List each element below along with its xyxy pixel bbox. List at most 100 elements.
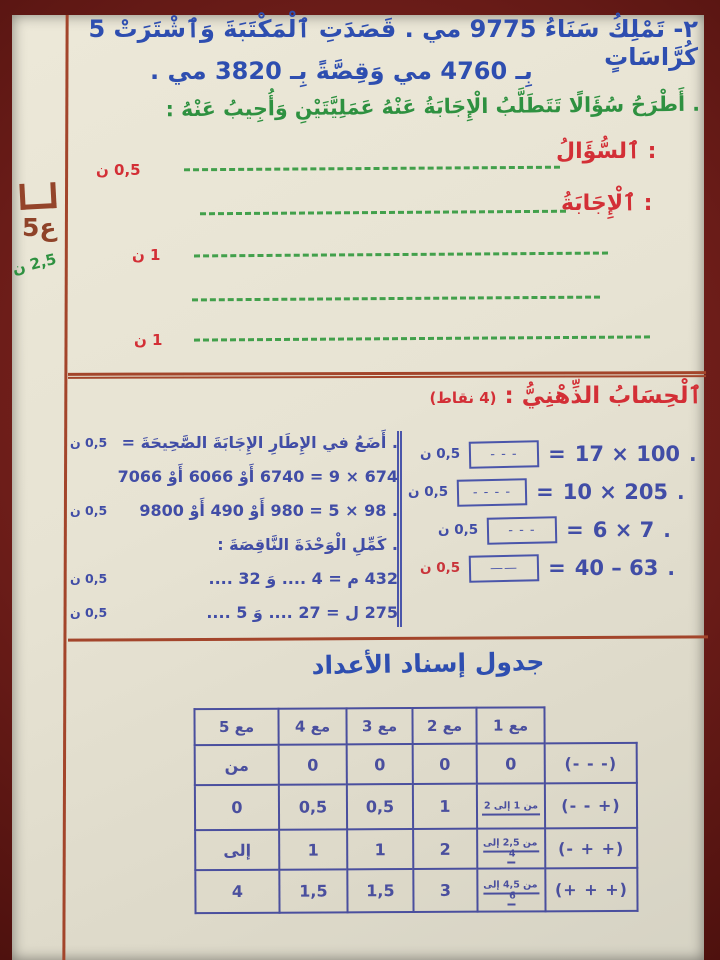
header-cell: مع 1 bbox=[476, 707, 545, 744]
score-cell: 0 bbox=[346, 744, 413, 785]
row-label-text: (- - -) bbox=[564, 753, 618, 773]
margin-total-score: ع5 bbox=[22, 213, 57, 242]
row-label-text: (- - +) bbox=[561, 795, 621, 816]
mental-exercise-line: 432 م = 4 .... وَ 32 .... 0,5 ن bbox=[70, 565, 398, 592]
worksheet-paper: ع5 2,5 ن ٢- تَمْلِكُ سَنَاءُ 9775 مي . ق… bbox=[10, 14, 709, 960]
mental-equation-row: 0,5 ن - - - = 17 × 100 . bbox=[408, 435, 708, 473]
row-label-cell: (+ + +) bbox=[545, 867, 638, 912]
answer-score-mark-2: 1 ن bbox=[134, 331, 163, 349]
mental-exercise-line: . أَضَعُ في الإِطَارِ الإِجَابَةَ الصَّح… bbox=[70, 429, 398, 456]
answer-dashed-line bbox=[191, 295, 601, 302]
item-bullet: . bbox=[663, 518, 671, 542]
row-label-text: (- + +) bbox=[558, 838, 625, 858]
exercise-line-text: . 98 × 5 = 980 أَوْ 490 أَوْ 9800 bbox=[139, 501, 398, 520]
equals-sign: = bbox=[536, 480, 554, 504]
item-bullet: . bbox=[667, 556, 675, 580]
equation-expression: 10 × 205 bbox=[562, 480, 669, 504]
mental-exercise-line: 674 × 9 = 6740 أَوْ 6066 أَوْ 7066 bbox=[70, 463, 398, 490]
score-cell: من bbox=[194, 744, 279, 786]
score-range-text: من 1 إلى 2 bbox=[481, 800, 541, 816]
exercise-line-text: . أَضَعُ في الإِطَارِ الإِجَابَةَ الصَّح… bbox=[121, 433, 398, 452]
row-label-text: (+ + +) bbox=[554, 879, 628, 900]
score-range-cell: من 2,5 إلى 4 bbox=[477, 828, 546, 869]
table-row: (- - -) 0 0 0 0 من bbox=[194, 742, 637, 786]
score-cell: 0,5 bbox=[278, 784, 348, 830]
equation-score-mark: 0,5 ن bbox=[438, 522, 479, 538]
equals-sign: = bbox=[566, 518, 584, 542]
assignment-table: مع 1 مع 2 مع 3 مع 4 مع 5 (- - -) 0 0 0 0… bbox=[194, 707, 638, 914]
equation-score-mark: 0,5 ن bbox=[408, 484, 449, 500]
answer-frame-box: —— bbox=[468, 553, 540, 583]
score-cell: 0 bbox=[476, 743, 545, 784]
equation-expression: 6 × 7 bbox=[592, 518, 655, 542]
answer-dashed-line bbox=[183, 165, 561, 172]
answer-dashed-line bbox=[193, 335, 651, 342]
header-cell: مع 4 bbox=[278, 708, 347, 745]
equation-expression: 40 – 63 bbox=[574, 556, 659, 580]
score-range-cell: من 4,5 إلى 6 bbox=[477, 868, 546, 912]
answer-dashed-line bbox=[193, 251, 609, 258]
equation-score-mark: 0,5 ن bbox=[420, 560, 461, 576]
exercise-statement-line2: بِـ 4760 مي وَقِصَّةً بِـ 3820 مي . bbox=[150, 57, 533, 85]
mental-equation-row: 0,5 ن - - - - = 10 × 205 . bbox=[408, 473, 708, 511]
score-range-text: من 2,5 إلى 4 bbox=[482, 837, 540, 864]
score-cell: 1 bbox=[279, 829, 348, 870]
answer-label: ٱلْإِجَابَةُ : bbox=[561, 191, 653, 216]
score-cell: 1 bbox=[412, 783, 478, 830]
line-score-mark: 0,5 ن bbox=[70, 571, 108, 586]
line-score-mark: 0,5 ن bbox=[70, 435, 108, 450]
section-divider bbox=[67, 635, 709, 642]
answer-frame-box: - - - - bbox=[456, 477, 528, 507]
mental-exercise-line: 275 ل = 27 .... وَ 5 .... 0,5 ن bbox=[70, 599, 398, 626]
column-divider-line bbox=[397, 431, 402, 627]
score-cell: 0 bbox=[278, 744, 347, 785]
exercise-line-text: 275 ل = 27 .... وَ 5 .... bbox=[206, 603, 398, 622]
mental-equation-row: 0,5 ن —— = 40 – 63 . bbox=[408, 549, 708, 587]
row-label-cell: (- - +) bbox=[544, 782, 638, 829]
mental-equations-column: 0,5 ن - - - = 17 × 100 . 0,5 ن - - - - =… bbox=[408, 435, 708, 587]
mental-exercises-column: . أَضَعُ في الإِطَارِ الإِجَابَةَ الصَّح… bbox=[70, 429, 398, 633]
answer-frame-box: - - - bbox=[486, 515, 558, 545]
equation-score-mark: 0,5 ن bbox=[420, 446, 461, 462]
question-score-mark: 0,5 ن bbox=[96, 161, 141, 179]
section-divider bbox=[67, 371, 707, 379]
score-cell: 3 bbox=[413, 868, 478, 913]
score-cell: 1,5 bbox=[279, 869, 348, 913]
table-row: (- + +) من 2,5 إلى 4 2 1 1 إلى bbox=[195, 827, 638, 871]
item-bullet: . bbox=[677, 480, 685, 504]
margin-bracket-mark bbox=[19, 182, 57, 210]
header-empty-cell bbox=[544, 707, 636, 743]
score-cell: 1 bbox=[347, 829, 414, 870]
table-row: (+ + +) من 4,5 إلى 6 3 1,5 1,5 4 bbox=[195, 867, 638, 914]
answer-score-mark-1: 1 ن bbox=[132, 246, 161, 264]
exercise-line-text: . كَمِّلِ الْوَحْدَةَ النَّاقِصَةَ : bbox=[217, 535, 398, 554]
equation-expression: 17 × 100 bbox=[574, 442, 681, 466]
row-label-cell: (- - -) bbox=[544, 742, 637, 784]
question-label: ٱلسُّؤَالُ : bbox=[556, 139, 657, 164]
score-cell: 1,5 bbox=[347, 869, 414, 913]
exercise-instruction: . أَطْرَحُ سُؤَالًا تَتَطَلَّبُ الْإِجَا… bbox=[165, 91, 701, 122]
line-score-mark: 0,5 ن bbox=[70, 503, 108, 518]
row-label-cell: (- + +) bbox=[545, 827, 638, 869]
assignment-table-title: جدول إسناد الأعداد bbox=[311, 646, 545, 681]
mental-arithmetic-title: ٱلْحِسَابُ الذِّهْنِيُّ : (4 نقاط) bbox=[430, 383, 703, 409]
equals-sign: = bbox=[548, 442, 566, 466]
line-score-mark: 0,5 ن bbox=[70, 605, 108, 620]
mental-exercise-line: . 98 × 5 = 980 أَوْ 490 أَوْ 9800 0,5 ن bbox=[70, 497, 398, 524]
exercise-line-text: 674 × 9 = 6740 أَوْ 6066 أَوْ 7066 bbox=[117, 467, 398, 486]
mental-equation-row: 0,5 ن - - - = 6 × 7 . bbox=[408, 511, 708, 549]
margin-ruled-line bbox=[62, 14, 69, 960]
mental-exercise-line: . كَمِّلِ الْوَحْدَةَ النَّاقِصَةَ : bbox=[70, 531, 398, 558]
score-cell: 0 bbox=[412, 743, 477, 785]
score-cell: 0 bbox=[194, 784, 280, 831]
header-cell: مع 2 bbox=[412, 707, 477, 745]
score-cell: 2 bbox=[413, 828, 478, 870]
item-bullet: . bbox=[689, 442, 697, 466]
header-cell: مع 5 bbox=[194, 708, 279, 746]
score-cell: 0,5 bbox=[346, 784, 414, 830]
mental-points-text: (4 نقاط) bbox=[429, 389, 497, 407]
equals-sign: = bbox=[548, 556, 566, 580]
table-row: (- - +) من 1 إلى 2 1 0,5 0,5 0 bbox=[194, 782, 638, 831]
header-cell: مع 3 bbox=[346, 708, 413, 745]
